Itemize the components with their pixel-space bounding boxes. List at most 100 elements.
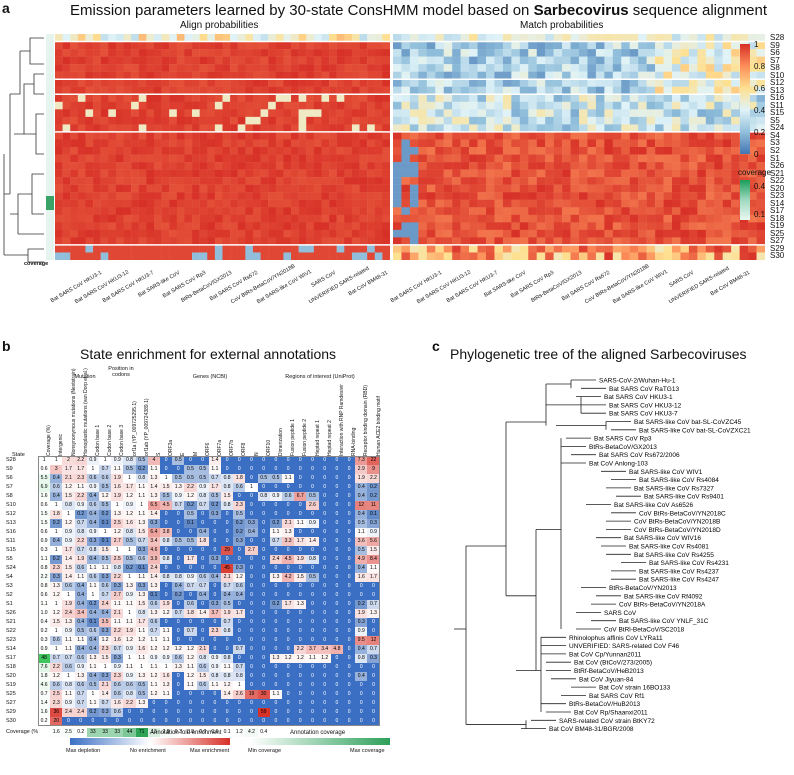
table-cell: 0	[367, 690, 380, 699]
heat-cell	[621, 94, 630, 102]
heat-cell	[100, 79, 109, 87]
table-cell: 0	[221, 519, 234, 528]
table-cell: 0.5	[184, 474, 197, 483]
table-cell: 0	[257, 717, 270, 726]
heat-cell	[663, 147, 673, 155]
table-cell: 0	[196, 708, 209, 717]
heat-cell	[562, 56, 571, 65]
heat-cell	[62, 94, 71, 102]
table-cell: 0.9	[306, 519, 319, 528]
heat-cell	[123, 222, 132, 231]
heat-cell	[199, 154, 208, 163]
heat-cell	[714, 169, 723, 178]
heat-cell	[393, 101, 402, 110]
heat-cell	[93, 192, 101, 200]
panel-c-title: Phylogenetic tree of the aligned Sarbeco…	[450, 346, 747, 362]
heat-cell	[579, 184, 588, 193]
table-cell: 1.1	[135, 627, 148, 636]
heat-cell	[418, 199, 428, 208]
heat-cell	[131, 147, 139, 155]
heat-cell	[621, 169, 630, 178]
table-cell: 0	[306, 636, 319, 645]
table-cell: 0.4	[86, 519, 99, 528]
heat-cell	[612, 237, 622, 246]
heat-cell	[268, 94, 276, 102]
heat-cell	[418, 101, 428, 110]
table-cell: 1.3	[62, 618, 75, 627]
table-cell: 0	[184, 708, 197, 717]
heat-cell	[298, 222, 307, 231]
table-cell: 0	[330, 555, 343, 564]
table-cell: 2.6	[306, 501, 319, 510]
heat-cell	[536, 109, 546, 118]
heat-cell	[108, 162, 117, 170]
heat-cell	[291, 214, 299, 223]
heat-cell	[115, 252, 124, 260]
table-cell: 0	[294, 564, 307, 573]
heat-cell	[230, 86, 238, 95]
table-cell: 20	[50, 717, 63, 726]
heat-cell	[646, 139, 656, 148]
table-cell: 2.3	[50, 564, 63, 573]
table-cell: 0	[257, 600, 270, 609]
heat-cell	[146, 199, 155, 208]
heat-cell	[85, 162, 94, 170]
heat-cell	[55, 162, 63, 170]
heat-cell	[418, 222, 428, 231]
heat-cell	[570, 252, 580, 260]
heat-cell	[374, 56, 383, 65]
table-cell: 3.4	[147, 537, 160, 546]
heat-cell	[705, 101, 715, 110]
heat-cell	[329, 101, 337, 110]
table-cell: 0	[269, 510, 282, 519]
heat-cell	[329, 177, 337, 185]
table-cell: 1.2	[123, 636, 136, 645]
heat-cell	[545, 131, 554, 140]
heat-cell	[359, 169, 368, 178]
heat-cell	[714, 86, 723, 95]
heat-cell	[502, 34, 512, 42]
heat-cell	[283, 229, 292, 238]
heat-cell	[714, 237, 723, 246]
heat-cell	[409, 139, 419, 148]
heat-cell	[329, 131, 337, 140]
heat-cell	[359, 147, 368, 155]
tree-leaf-label: Bat SARS-like CoV bat-SL-CoVZC45	[634, 419, 742, 426]
table-cell	[38, 728, 51, 737]
table-cell: 0.4	[86, 645, 99, 654]
heat-cell	[237, 116, 246, 125]
heat-cell	[562, 49, 571, 57]
table-cell: 0	[318, 537, 331, 546]
heat-cell	[452, 101, 461, 110]
heat-cell	[731, 131, 740, 140]
table-cell: 0	[86, 717, 99, 726]
heat-cell	[176, 131, 185, 140]
heat-cell	[494, 64, 504, 72]
heat-cell	[344, 101, 353, 110]
table-cell: 0.2	[172, 591, 185, 600]
heat-cell	[418, 131, 428, 140]
heat-cell	[329, 222, 337, 231]
heat-cell	[579, 49, 588, 57]
table-cell: 1.1	[208, 681, 221, 690]
heat-cell	[245, 199, 254, 208]
table-cell: 0	[330, 537, 343, 546]
heat-cell	[401, 94, 411, 102]
heat-cell	[351, 184, 360, 193]
table-cell: 0.5	[196, 474, 209, 483]
heat-cell	[131, 244, 139, 253]
heat-cell	[359, 184, 368, 193]
heat-cell	[169, 244, 178, 253]
table-cell: 0	[343, 591, 356, 600]
heat-cell	[344, 116, 353, 125]
table-cell: 0.9	[123, 672, 136, 681]
heat-cell	[502, 184, 512, 193]
heat-cell	[321, 192, 330, 200]
heat-cell	[70, 101, 79, 110]
heat-cell	[214, 229, 223, 238]
heat-cell	[313, 214, 322, 223]
heat-cell	[646, 184, 656, 193]
heat-cell	[268, 101, 276, 110]
table-cell: 0.8	[221, 474, 234, 483]
heat-cell	[344, 131, 353, 140]
